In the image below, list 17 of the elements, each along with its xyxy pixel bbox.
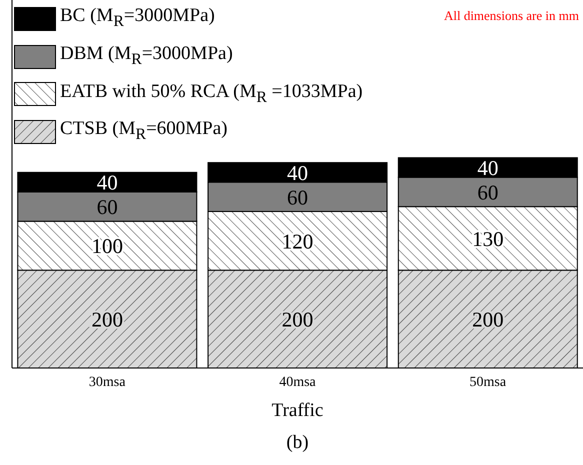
x-axis-title: Traffic <box>270 400 324 422</box>
legend-label: DBM (M$_{R}$=3000MPa) <box>60 42 233 70</box>
data-label: 60 <box>477 180 498 204</box>
legend-label: BC (M$_{R}$=3000MPa) <box>60 4 215 32</box>
legend-label: EATB with 50% RCA (M$_{R}$ =1033MPa) <box>60 80 363 108</box>
x-tick-label: 40msa <box>279 374 317 390</box>
data-label: 120 <box>282 229 314 254</box>
text: All dimensions are in mm <box>444 8 579 24</box>
data-label: 40 <box>477 156 498 180</box>
data-label: 40 <box>287 160 308 185</box>
x-tick-label: 30msa <box>88 374 126 390</box>
data-label: 60 <box>96 195 118 220</box>
x-tick-label: 50msa <box>470 374 507 390</box>
data-label: 60 <box>287 185 308 210</box>
text: (b) <box>285 432 310 454</box>
data-label: 40 <box>96 170 118 195</box>
legend-label: CTSB (M$_{R}$=600MPa) <box>60 117 228 146</box>
